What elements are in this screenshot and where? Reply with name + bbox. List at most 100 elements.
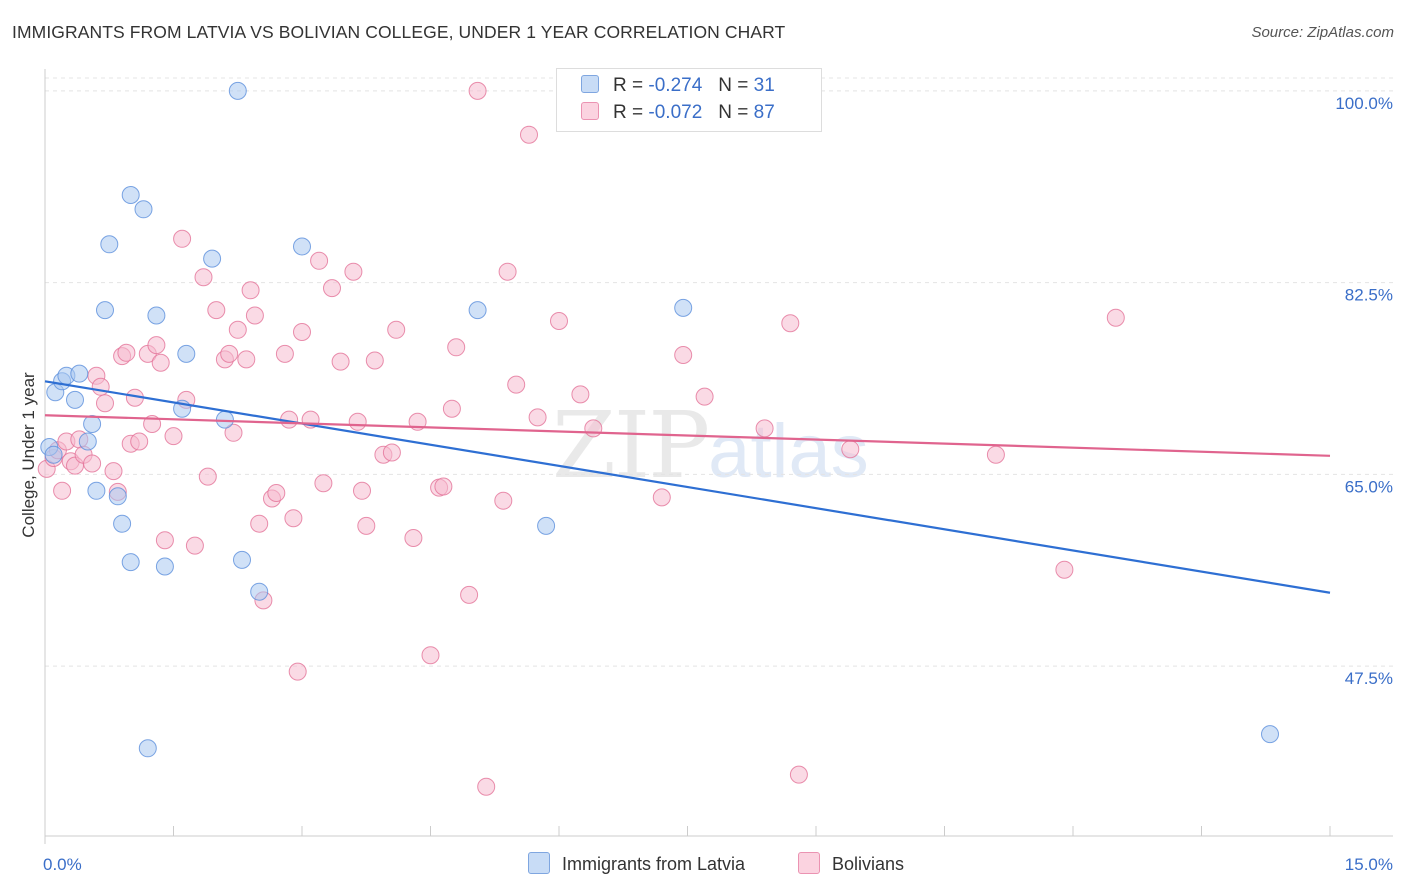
bolivian-point: [224, 423, 243, 442]
bolivian-point: [228, 320, 247, 339]
legend-n-value: 87: [753, 102, 775, 123]
bolivian-point: [520, 125, 538, 144]
bolivian-point: [275, 344, 294, 363]
bottom-legend-bolivians: Bolivians: [798, 852, 904, 876]
bolivian-point: [83, 454, 102, 473]
bolivian-point: [695, 387, 714, 406]
y-tick-label: 82.5%: [1345, 286, 1393, 305]
bolivian-point: [477, 777, 496, 796]
bolivian-point: [348, 412, 367, 431]
y-tick-label: 65.0%: [1345, 477, 1393, 496]
bolivian-point: [986, 445, 1005, 464]
bolivian-point: [434, 477, 453, 496]
bottom-legend-swatch-bolivians: [798, 852, 820, 874]
bolivian-point: [421, 646, 440, 665]
legend-r-label: R =: [613, 75, 644, 96]
latvia-point: [70, 364, 89, 383]
latvia-point: [177, 344, 196, 363]
bolivian-point: [387, 320, 406, 339]
latvia-point: [155, 557, 174, 576]
latvia-point: [674, 298, 693, 317]
bolivian-point: [241, 281, 260, 300]
latvia-point: [96, 301, 114, 320]
latvia-point: [147, 306, 166, 325]
legend-n-label: N =: [718, 102, 749, 123]
trend-line-bolivians: [44, 414, 1331, 457]
x-tick-label: 0.0%: [43, 855, 82, 874]
legend-row-latvia: R = -0.274 N = 31: [581, 75, 775, 97]
bolivian-point: [494, 491, 513, 510]
bolivian-point: [314, 474, 333, 493]
y-tick-label: 47.5%: [1345, 669, 1393, 688]
trend-line-latvia: [44, 380, 1331, 594]
bolivian-point: [284, 509, 303, 528]
bottom-legend-label-bolivians: Bolivians: [832, 854, 905, 874]
bolivian-point: [498, 262, 517, 281]
y-axis-label: College, Under 1 year: [19, 372, 38, 538]
bolivian-point: [365, 351, 384, 370]
legend-r-label: R =: [613, 102, 644, 123]
latvia-point: [203, 249, 222, 268]
latvia-point: [100, 235, 119, 254]
x-tick-label: 15.0%: [1345, 855, 1393, 874]
tick-labels: 100.0% 82.5% 65.0% 47.5% 0.0% 15.0%: [43, 94, 1393, 874]
stats-legend: R = -0.274 N = 31 R = -0.072 N = 87: [556, 68, 822, 132]
bolivian-point: [198, 467, 217, 486]
chart-title: IMMIGRANTS FROM LATVIA VS BOLIVIAN COLLE…: [12, 22, 786, 42]
bolivian-point: [571, 385, 590, 404]
bolivian-point: [237, 350, 256, 369]
bolivian-point: [468, 81, 487, 100]
bolivian-point: [117, 343, 136, 362]
bolivian-point: [220, 344, 239, 363]
legend-n-value: 31: [753, 75, 775, 96]
y-tick-label: 100.0%: [1335, 94, 1393, 113]
bolivian-point: [550, 312, 568, 330]
trend-lines: [44, 380, 1331, 594]
bolivian-point: [130, 432, 149, 451]
bolivian-point: [344, 262, 363, 281]
bolivian-point: [185, 536, 204, 555]
bolivian-point: [353, 481, 371, 500]
legend-swatch-latvia: [581, 75, 599, 93]
bolivian-point: [382, 443, 401, 462]
bolivian-point: [789, 765, 808, 784]
watermark-zip: ZIP: [552, 392, 710, 499]
bolivian-point: [245, 306, 264, 325]
latvia-point: [215, 410, 234, 429]
bolivian-point: [442, 399, 461, 418]
bolivian-point: [331, 352, 350, 371]
bolivian-point: [781, 314, 800, 333]
bolivian-point: [173, 229, 192, 248]
legend-n-label: N =: [718, 75, 749, 96]
latvia-point: [250, 582, 269, 601]
latvia-point: [78, 432, 97, 451]
bolivian-point: [652, 488, 671, 507]
latvia-point: [113, 514, 132, 533]
bolivian-point: [460, 585, 479, 604]
bottom-legend-label-latvia: Immigrants from Latvia: [562, 854, 746, 874]
latvia-point: [293, 237, 311, 256]
bolivian-point: [584, 419, 603, 438]
latvia-point: [121, 553, 140, 572]
axes: [44, 69, 1393, 844]
bottom-legend-swatch-latvia: [528, 852, 550, 874]
latvia-point: [87, 481, 106, 500]
bolivian-point: [674, 346, 693, 364]
latvia-point: [108, 487, 127, 506]
bolivian-point: [755, 419, 774, 438]
series-bolivians: [37, 81, 1125, 796]
latvia-point: [44, 445, 63, 464]
legend-swatch-bolivians: [581, 102, 599, 120]
bolivian-point: [194, 268, 213, 287]
bolivian-point: [91, 377, 110, 396]
bolivian-point: [357, 516, 376, 535]
latvia-point: [138, 739, 157, 758]
legend-r-value: -0.274: [648, 75, 703, 96]
latvia-point: [121, 186, 140, 204]
bottom-legend-latvia: Immigrants from Latvia: [528, 852, 745, 876]
bolivian-point: [96, 394, 114, 413]
series-latvia: [40, 81, 1279, 758]
bolivian-point: [447, 338, 466, 357]
bolivian-point: [507, 375, 526, 394]
bolivian-point: [288, 662, 307, 681]
